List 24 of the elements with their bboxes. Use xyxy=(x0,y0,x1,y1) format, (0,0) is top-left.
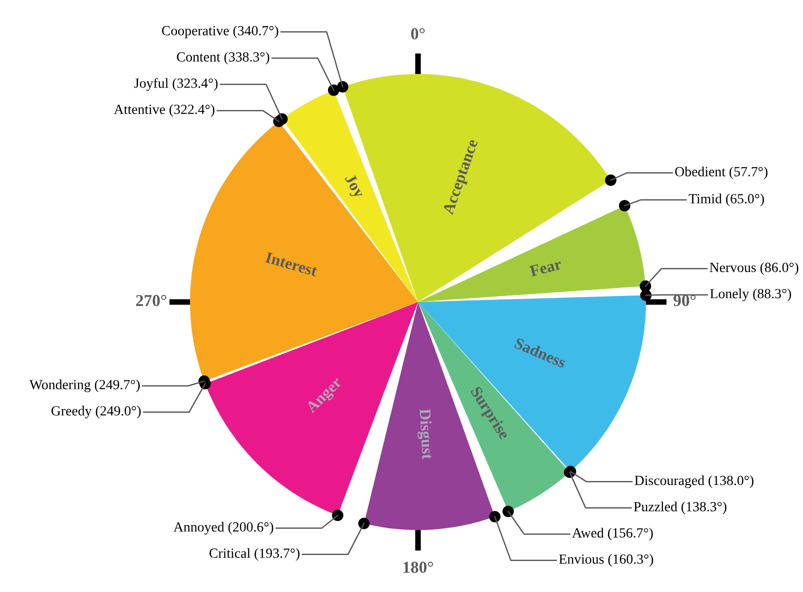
text: 0° xyxy=(411,28,425,40)
text: Greedy (249.0°) xyxy=(51,406,141,418)
slice-label: Disgust xyxy=(416,408,434,460)
text: Envious (160.3°) xyxy=(559,554,654,567)
text: Awed (156.7°) xyxy=(572,528,653,540)
text: Critical (193.7°) xyxy=(209,548,300,561)
text: Obedient (57.7°) xyxy=(675,166,768,180)
text: Lonely (88.3°) xyxy=(710,288,792,302)
text: Nervous (86.0°) xyxy=(710,262,798,275)
slice-label: Joy xyxy=(342,173,366,200)
slice-label: Interest xyxy=(264,252,318,277)
text: Attentive (322.4°) xyxy=(114,104,214,117)
text: Wondering (249.7°) xyxy=(29,380,140,392)
text: 90° xyxy=(674,294,696,306)
text: 270° xyxy=(136,294,166,306)
slice-label: Fear xyxy=(529,258,562,277)
text: 180° xyxy=(404,562,434,573)
text: Discouraged (138.0°) xyxy=(634,475,754,488)
text: Timid (65.0°) xyxy=(688,194,764,206)
text: Cooperative (340.7°) xyxy=(162,26,278,38)
text: Puzzled (138.3°) xyxy=(634,502,726,514)
text: Annoyed (200.6°) xyxy=(174,522,274,535)
text: Joyful (323.4°) xyxy=(134,78,218,91)
text: Content (338.3°) xyxy=(176,52,270,64)
